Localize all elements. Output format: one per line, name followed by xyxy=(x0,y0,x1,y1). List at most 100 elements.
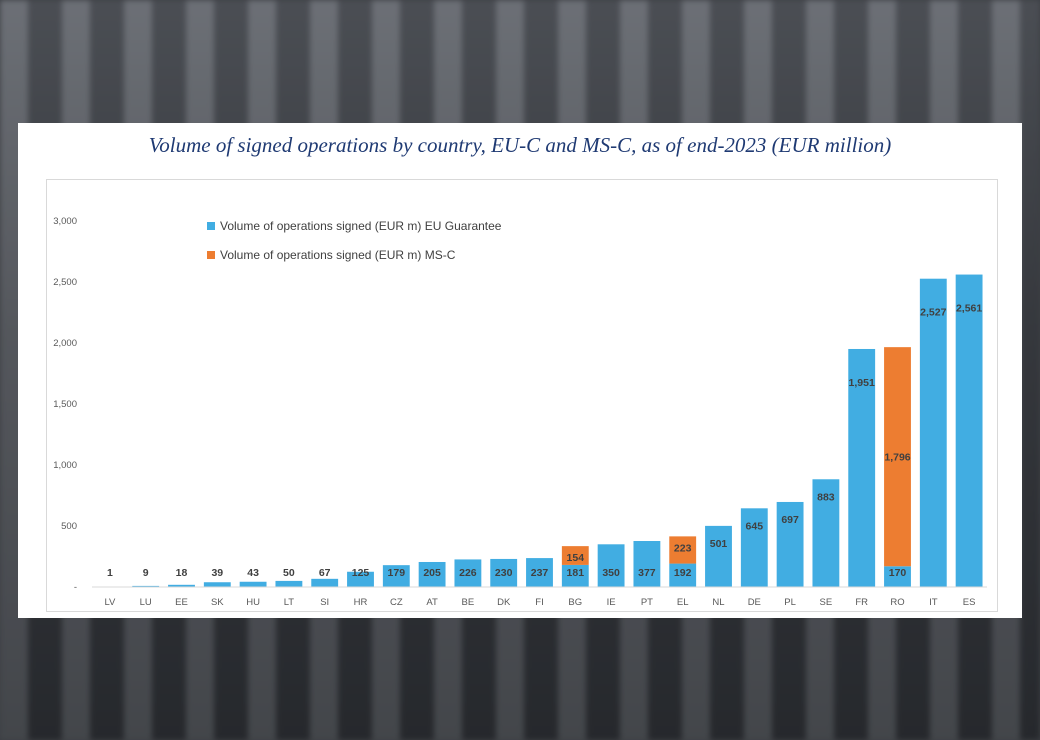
data-label-at-eu-guarantee: 205 xyxy=(423,567,441,579)
x-tick-label-pl: PL xyxy=(784,597,796,608)
data-label-fi-eu-guarantee: 237 xyxy=(531,567,549,579)
y-axis: - 500 1,000 1,500 2,000 2,500 3,000 xyxy=(53,216,77,593)
data-label-hr-eu-guarantee: 125 xyxy=(352,567,370,579)
bar-de-eu-guarantee xyxy=(740,508,768,587)
data-label-pl-eu-guarantee: 697 xyxy=(781,514,799,526)
x-tick-label-ie: IE xyxy=(607,597,616,608)
chart-panel: Volume of signed operations by country, … xyxy=(18,123,1022,618)
data-label-cz-eu-guarantee: 179 xyxy=(388,567,406,579)
y-tick-label: 1,500 xyxy=(53,399,77,410)
x-tick-label-de: DE xyxy=(748,597,761,608)
x-tick-label-dk: DK xyxy=(497,597,511,608)
data-label-be-eu-guarantee: 226 xyxy=(459,567,477,579)
bar-dk-eu-guarantee xyxy=(490,558,518,587)
data-label-lt-eu-guarantee: 50 xyxy=(283,567,295,579)
x-tick-label-se: SE xyxy=(820,597,833,608)
data-label-lu-eu-guarantee: 9 xyxy=(143,567,149,579)
bar-at-eu-guarantee xyxy=(418,561,446,587)
x-tick-label-hr: HR xyxy=(354,597,368,608)
legend-label-ms-c: Volume of operations signed (EUR m) MS-C xyxy=(220,248,456,262)
data-label-bg-ms-c: 154 xyxy=(567,552,585,564)
bar-nl-eu-guarantee xyxy=(705,525,732,587)
bar-hr-eu-guarantee xyxy=(347,571,374,587)
y-tick-label: 1,000 xyxy=(53,460,77,471)
y-tick-label: - xyxy=(74,582,77,593)
bars: 1 9 18 39 43 50 67 125 179 205 226 230 237 181 154 350 3… xyxy=(96,274,983,588)
data-label-ie-eu-guarantee: 350 xyxy=(602,567,620,579)
x-tick-label-at: AT xyxy=(426,597,438,608)
bar-it-eu-guarantee xyxy=(919,278,947,587)
bar-si-eu-guarantee xyxy=(311,578,339,587)
y-tick-label: 3,000 xyxy=(53,216,77,227)
legend-swatch-eu-guarantee xyxy=(207,222,215,230)
x-tick-label-it: IT xyxy=(929,597,938,608)
bar-cz-eu-guarantee xyxy=(382,565,410,587)
x-tick-label-bg: BG xyxy=(568,597,582,608)
data-label-sk-eu-guarantee: 39 xyxy=(211,567,223,579)
data-label-se-eu-guarantee: 883 xyxy=(817,491,835,503)
bar-sk-eu-guarantee xyxy=(203,582,231,587)
bar-lt-eu-guarantee xyxy=(275,580,303,587)
bar-se-eu-guarantee xyxy=(812,479,840,587)
x-tick-label-lv: LV xyxy=(104,597,116,608)
x-tick-label-nl: NL xyxy=(712,597,724,608)
bar-be-eu-guarantee xyxy=(454,559,482,587)
bar-fr-eu-guarantee xyxy=(848,348,876,587)
data-label-lv-eu-guarantee: 1 xyxy=(107,567,113,579)
x-tick-label-el: EL xyxy=(677,597,689,608)
data-label-el-eu-guarantee: 192 xyxy=(674,567,692,579)
legend: Volume of operations signed (EUR m) EU G… xyxy=(207,218,501,276)
legend-swatch-ms-c xyxy=(207,251,215,259)
bar-ro-eu-guarantee xyxy=(884,566,911,587)
chart-frame: - 500 1,000 1,500 2,000 2,500 3,000 1 9 18 39 43 50… xyxy=(46,179,998,612)
bar-fi-eu-guarantee xyxy=(526,558,553,587)
data-label-de-eu-guarantee: 645 xyxy=(746,520,764,532)
data-label-el-ms-c: 223 xyxy=(674,542,692,554)
bar-ee-eu-guarantee xyxy=(168,584,195,587)
bar-bg-ms-c xyxy=(561,546,589,565)
data-label-ee-eu-guarantee: 18 xyxy=(176,567,188,579)
x-tick-label-fi: FI xyxy=(535,597,543,608)
data-label-dk-eu-guarantee: 230 xyxy=(495,567,513,579)
y-tick-label: 2,000 xyxy=(53,338,77,349)
y-tick-label: 2,500 xyxy=(53,277,77,288)
bar-hu-eu-guarantee xyxy=(239,581,267,587)
bar-lu-eu-guarantee xyxy=(132,585,160,587)
bar-chart: - 500 1,000 1,500 2,000 2,500 3,000 1 9 18 39 43 50… xyxy=(53,216,987,608)
x-tick-label-si: SI xyxy=(320,597,329,608)
x-tick-label-sk: SK xyxy=(211,597,224,608)
bar-el-ms-c xyxy=(669,536,697,564)
data-label-fr-eu-guarantee: 1,951 xyxy=(849,377,875,389)
bar-ro-ms-c xyxy=(884,347,911,567)
bar-pt-eu-guarantee xyxy=(633,541,661,587)
x-tick-label-ro: RO xyxy=(890,597,904,608)
data-label-si-eu-guarantee: 67 xyxy=(319,567,331,579)
data-label-pt-eu-guarantee: 377 xyxy=(638,567,656,579)
x-axis: LV LU EE SK HU LT SI HR CZ AT BE DK FI BG IE PT EL NL DE PL… xyxy=(92,586,987,608)
data-label-es-eu-guarantee: 2,561 xyxy=(956,303,982,315)
bar-bg-eu-guarantee xyxy=(561,564,589,587)
data-label-it-eu-guarantee: 2,527 xyxy=(920,307,946,319)
legend-label-eu-guarantee: Volume of operations signed (EUR m) EU G… xyxy=(220,219,502,233)
legend-item-ms-c: Volume of operations signed (EUR m) MS-C xyxy=(207,247,501,263)
x-tick-label-be: BE xyxy=(462,597,475,608)
x-tick-label-cz: CZ xyxy=(390,597,403,608)
bar-es-eu-guarantee xyxy=(955,274,983,587)
bar-ie-eu-guarantee xyxy=(597,544,625,587)
x-tick-label-lt: LT xyxy=(284,597,295,608)
x-tick-label-pt: PT xyxy=(641,597,653,608)
bar-el-eu-guarantee xyxy=(669,563,697,587)
data-label-nl-eu-guarantee: 501 xyxy=(710,538,728,550)
x-tick-label-hu: HU xyxy=(246,597,260,608)
data-label-ro-eu-guarantee: 170 xyxy=(889,567,907,579)
x-tick-label-es: ES xyxy=(963,597,976,608)
data-label-ro-ms-c: 1,796 xyxy=(884,452,910,464)
chart-title: Volume of signed operations by country, … xyxy=(148,133,892,157)
data-label-hu-eu-guarantee: 43 xyxy=(247,567,259,579)
x-tick-label-ee: EE xyxy=(175,597,188,608)
x-tick-label-lu: LU xyxy=(140,597,152,608)
data-label-bg-eu-guarantee: 181 xyxy=(567,567,585,579)
bar-pl-eu-guarantee xyxy=(776,501,804,587)
legend-item-eu-guarantee: Volume of operations signed (EUR m) EU G… xyxy=(207,218,501,234)
x-tick-label-fr: FR xyxy=(855,597,868,608)
